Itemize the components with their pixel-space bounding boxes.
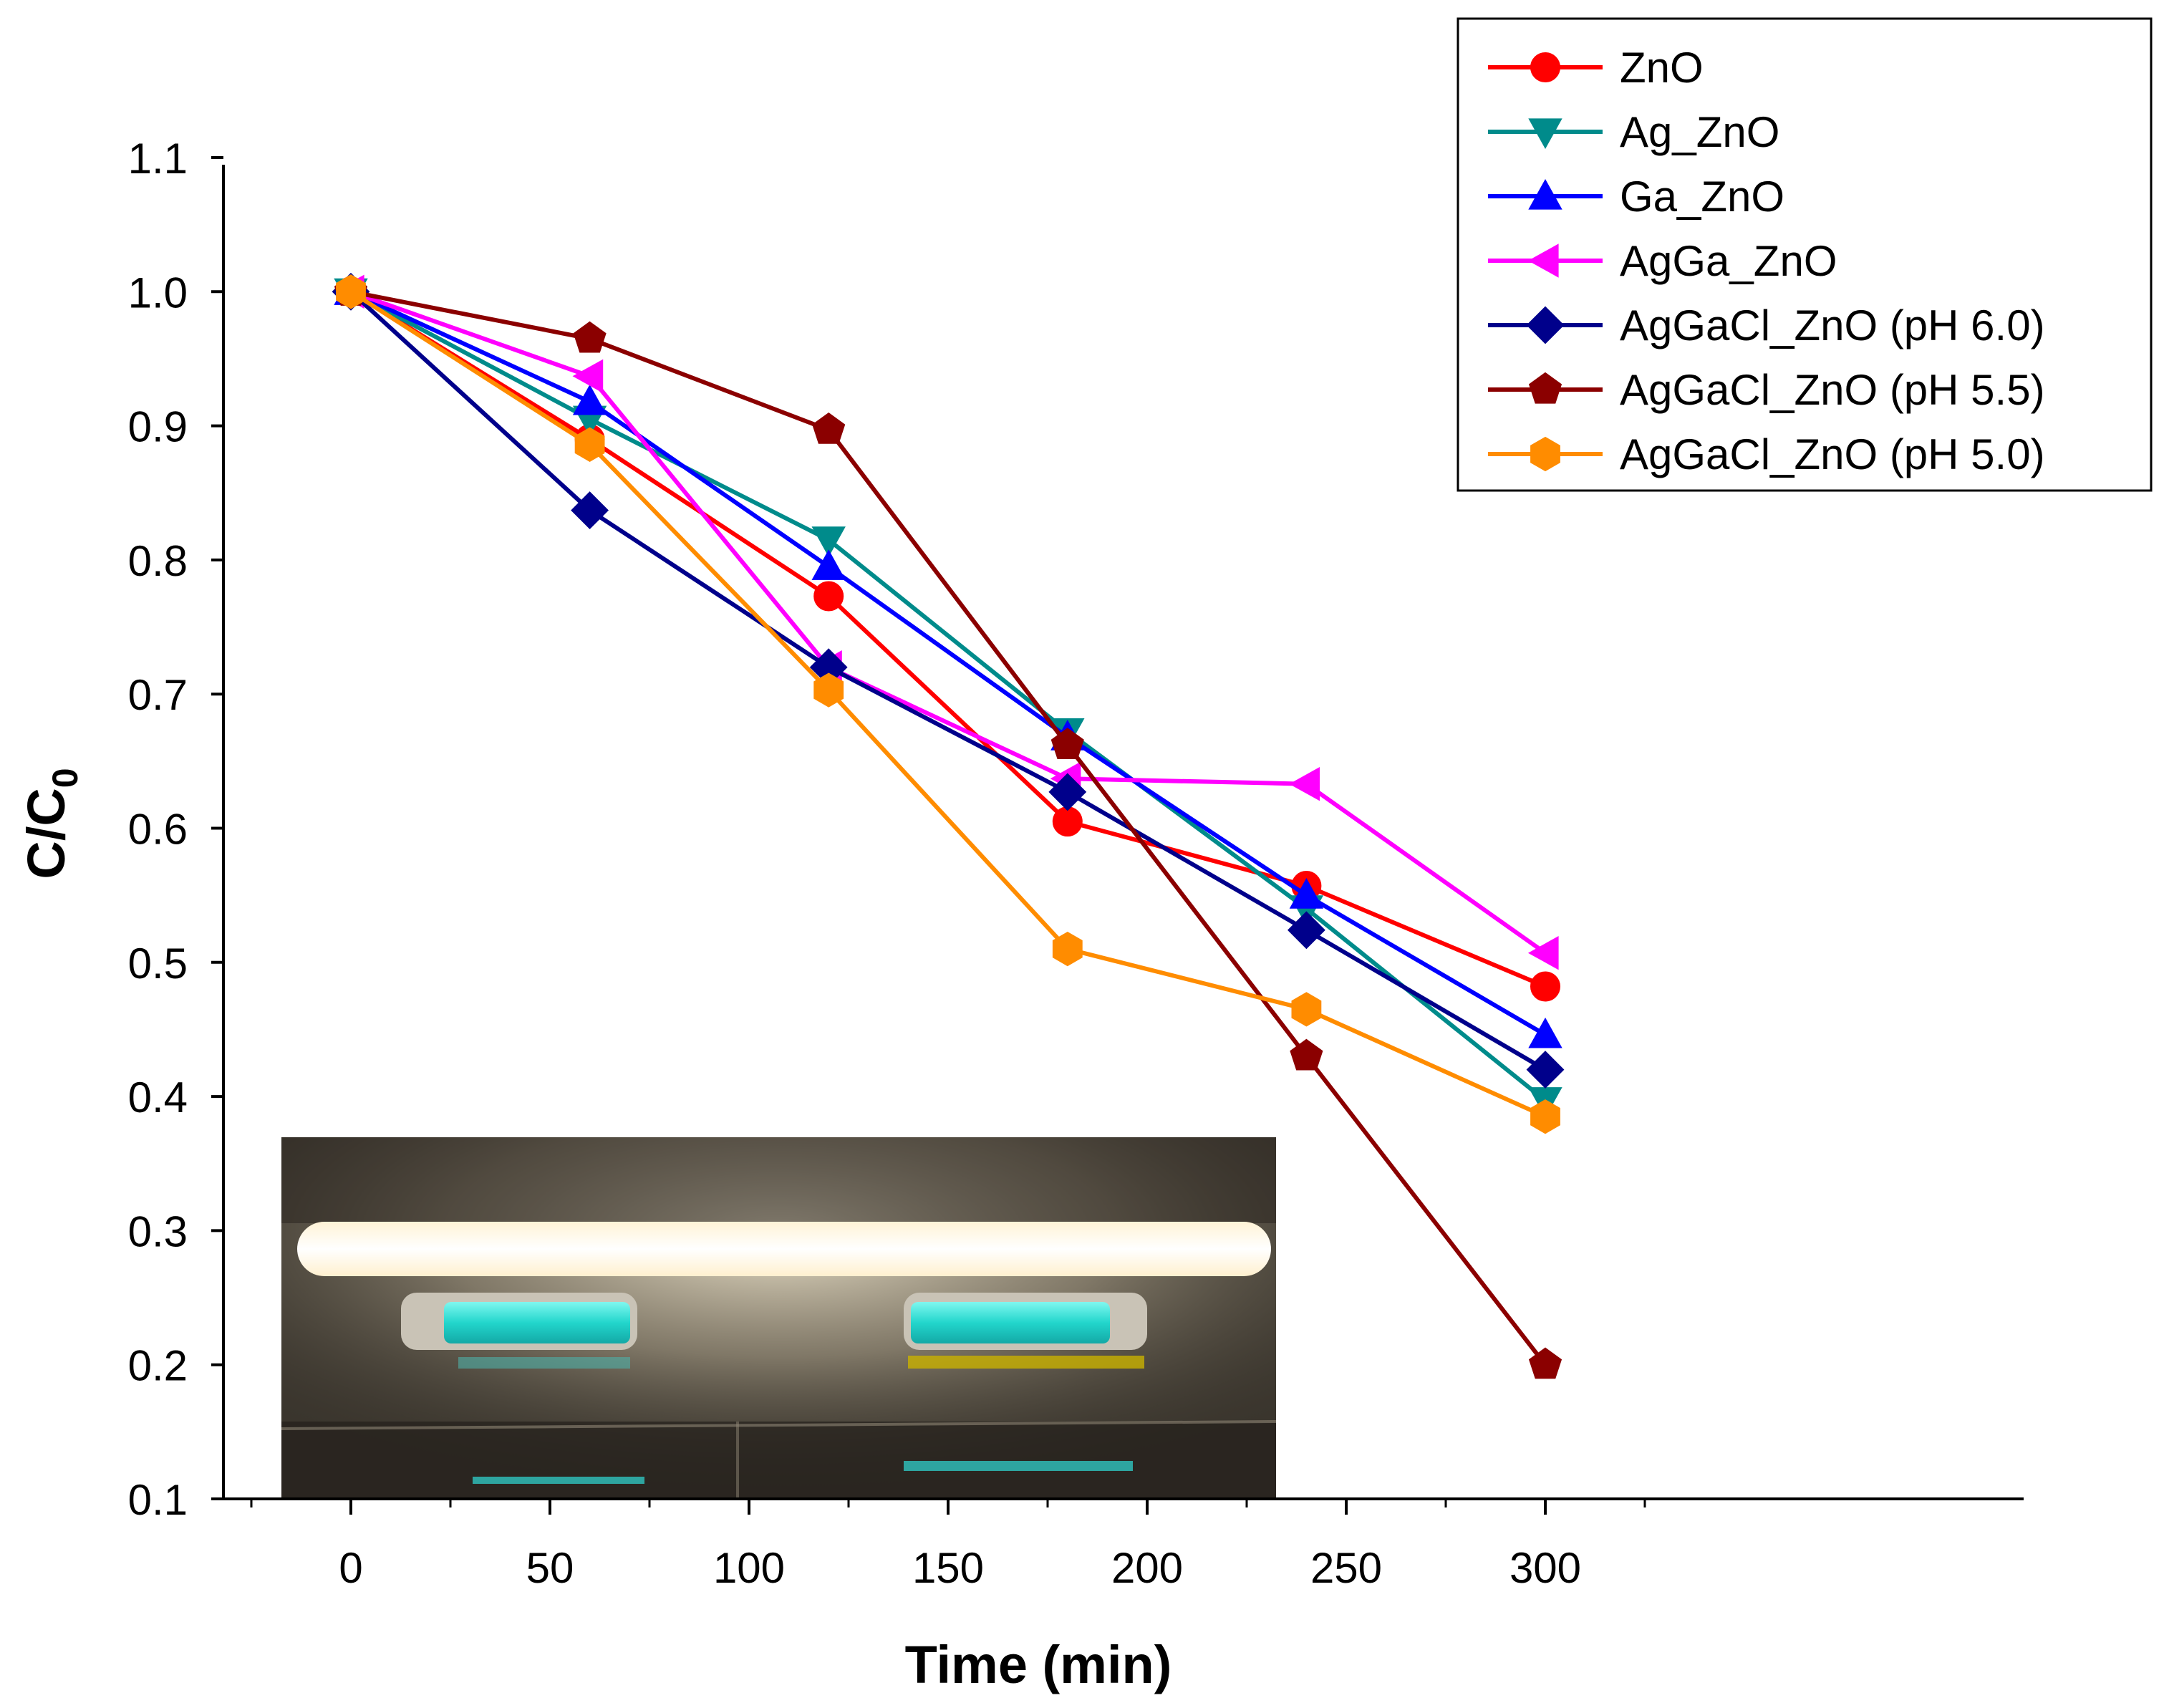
data-point (812, 412, 846, 444)
legend-label: AgGaCl_ZnO (pH 5.0) (1620, 430, 2045, 478)
data-point (573, 321, 607, 353)
data-point (1048, 773, 1087, 811)
legend-entry: AgGaCl_ZnO (pH 5.5) (1488, 366, 2045, 414)
series-line (349, 289, 1547, 955)
x-tick-label: 200 (1111, 1544, 1183, 1592)
y-axis-title-subscript: 0 (45, 768, 85, 788)
data-point (1289, 878, 1324, 909)
x-tick-label: 100 (713, 1544, 785, 1592)
series-line (350, 289, 1547, 1366)
data-point (811, 549, 846, 580)
data-point (1528, 1017, 1562, 1048)
series-line (349, 289, 1547, 1119)
series-line (349, 289, 1547, 989)
legend-marker (1528, 178, 1562, 210)
x-tick-label: 300 (1509, 1544, 1581, 1592)
data-point (813, 581, 844, 612)
y-tick-label: 0.6 (128, 806, 188, 854)
legend-marker (1528, 118, 1562, 150)
data-point (811, 526, 846, 557)
legend-box (1457, 17, 2153, 492)
y-tick-labels: 0.1 0.2 0.3 0.4 0.5 0.6 0.7 0.8 0.9 1.0 1.1 (128, 135, 188, 1524)
axis-ticks (211, 156, 1646, 1515)
legend-marker (1530, 52, 1560, 82)
data-point (813, 672, 844, 708)
y-tick-label: 0.2 (128, 1342, 188, 1390)
data-point (1527, 936, 1559, 970)
legend-entry: AgGa_ZnO (1488, 237, 1837, 285)
x-tick-label: 50 (526, 1544, 574, 1592)
lamp-tube (297, 1222, 1271, 1276)
legend-marker (1527, 243, 1559, 278)
data-point (572, 384, 607, 415)
legend-entry: Ga_ZnO (1488, 173, 1784, 221)
legend-label: Ag_ZnO (1620, 108, 1779, 156)
series-line (349, 289, 1547, 1037)
vial-right (904, 1293, 1147, 1471)
legend-marker (1528, 372, 1562, 404)
x-tick-label: 250 (1310, 1544, 1382, 1592)
y-tick-label: 1.0 (128, 269, 188, 317)
data-point (571, 491, 609, 530)
legend-entry: ZnO (1488, 44, 1704, 92)
data-point (1526, 1051, 1565, 1089)
legend-label: AgGaCl_ZnO (pH 6.0) (1620, 301, 2045, 349)
data-point (1291, 992, 1322, 1027)
legend-entry: AgGaCl_ZnO (pH 6.0) (1488, 301, 2045, 349)
data-point (572, 359, 604, 393)
legend-marker (1526, 306, 1565, 344)
x-axis-title: Time (min) (905, 1635, 1172, 1694)
data-point (1287, 911, 1325, 950)
y-tick-label: 0.8 (128, 537, 188, 585)
svg-text:C/C0: C/C0 (16, 768, 85, 879)
y-tick-label: 0.1 (128, 1476, 188, 1524)
y-tick-label: 0.3 (128, 1207, 188, 1255)
legend-entry: Ag_ZnO (1488, 108, 1779, 156)
legend-label: AgGa_ZnO (1620, 237, 1837, 285)
data-point (1050, 728, 1084, 759)
y-tick-label: 0.5 (128, 940, 188, 988)
series-1 (334, 278, 1562, 1118)
x-tick-labels: 0 50 100 150 200 250 300 (339, 1544, 1581, 1592)
legend-label: AgGaCl_ZnO (pH 5.5) (1620, 366, 2045, 414)
data-point (1290, 1038, 1323, 1071)
data-point (1530, 971, 1560, 1002)
x-tick-label: 150 (912, 1544, 984, 1592)
data-point (1528, 1347, 1562, 1379)
series-6 (336, 274, 1560, 1134)
legend-marker (1530, 436, 1560, 472)
series-layer (332, 272, 1565, 1379)
y-tick-label: 0.9 (128, 403, 188, 451)
vial-left (401, 1293, 644, 1484)
series-5 (334, 274, 1562, 1379)
data-point (1052, 931, 1083, 967)
data-point (336, 274, 366, 309)
legend: ZnO Ag_ZnO Ga_ZnO AgGa_ZnO AgGaCl_ZnO (pH 6.… (1457, 17, 2153, 492)
y-tick-label: 1.1 (128, 135, 188, 183)
y-axis-title-group: C/C0 (16, 768, 85, 879)
data-point (574, 427, 605, 462)
data-point (1289, 767, 1320, 801)
y-tick-label: 0.7 (128, 671, 188, 719)
y-tick-label: 0.4 (128, 1073, 188, 1121)
x-tick-label: 0 (339, 1544, 362, 1592)
inset-photo (281, 1137, 1277, 1499)
legend-label: Ga_ZnO (1620, 173, 1784, 221)
legend-label: ZnO (1620, 44, 1704, 92)
y-axis-title: C/C (16, 788, 76, 879)
series-line (349, 289, 1547, 1103)
data-point (1530, 1099, 1560, 1134)
series-line (349, 290, 1547, 1072)
series-2 (334, 274, 1562, 1048)
series-0 (336, 276, 1560, 1002)
data-point (1052, 806, 1083, 837)
legend-entry: AgGaCl_ZnO (pH 5.0) (1488, 430, 2045, 478)
